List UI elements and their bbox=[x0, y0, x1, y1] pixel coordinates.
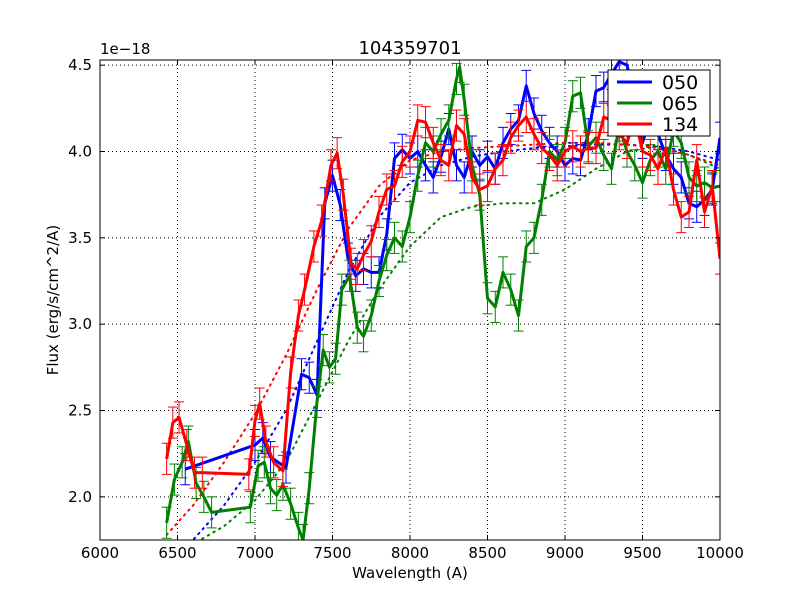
y-offset-text: 1e−18 bbox=[100, 40, 150, 58]
y-tick-label: 2.5 bbox=[68, 402, 92, 420]
chart-title: 104359701 bbox=[358, 38, 461, 59]
series-134 bbox=[161, 100, 720, 491]
x-tick-label: 7000 bbox=[236, 544, 274, 562]
legend-label-065: 065 bbox=[662, 93, 698, 115]
y-tick-label: 3.5 bbox=[68, 229, 92, 247]
y-tick-label: 3.0 bbox=[68, 315, 92, 333]
x-tick-label: 8000 bbox=[391, 544, 429, 562]
series-line-050 bbox=[184, 60, 720, 471]
y-tick-label: 2.0 bbox=[68, 488, 92, 506]
y-tick-label: 4.5 bbox=[68, 56, 92, 74]
y-tick-label: 4.0 bbox=[68, 143, 92, 161]
x-tick-label: 7500 bbox=[313, 544, 351, 562]
x-tick-label: 9000 bbox=[546, 544, 584, 562]
y-axis-label: Flux (erg/s/cm^2/A) bbox=[44, 225, 62, 376]
x-tick-label: 6500 bbox=[158, 544, 196, 562]
fit-curve-065 bbox=[198, 145, 720, 540]
x-tick-label: 6000 bbox=[81, 544, 119, 562]
data-series bbox=[161, 60, 720, 540]
legend-label-050: 050 bbox=[662, 72, 698, 94]
x-tick-label: 10000 bbox=[696, 544, 744, 562]
x-tick-label: 9500 bbox=[623, 544, 661, 562]
x-axis-label: Wavelength (A) bbox=[352, 564, 468, 582]
legend-label-134: 134 bbox=[662, 114, 698, 136]
axis-ticks: 6000 6500 7000 7500 8000 8500 9000 9500 10000 2.0… bbox=[68, 56, 744, 562]
x-tick-label: 8500 bbox=[468, 544, 506, 562]
